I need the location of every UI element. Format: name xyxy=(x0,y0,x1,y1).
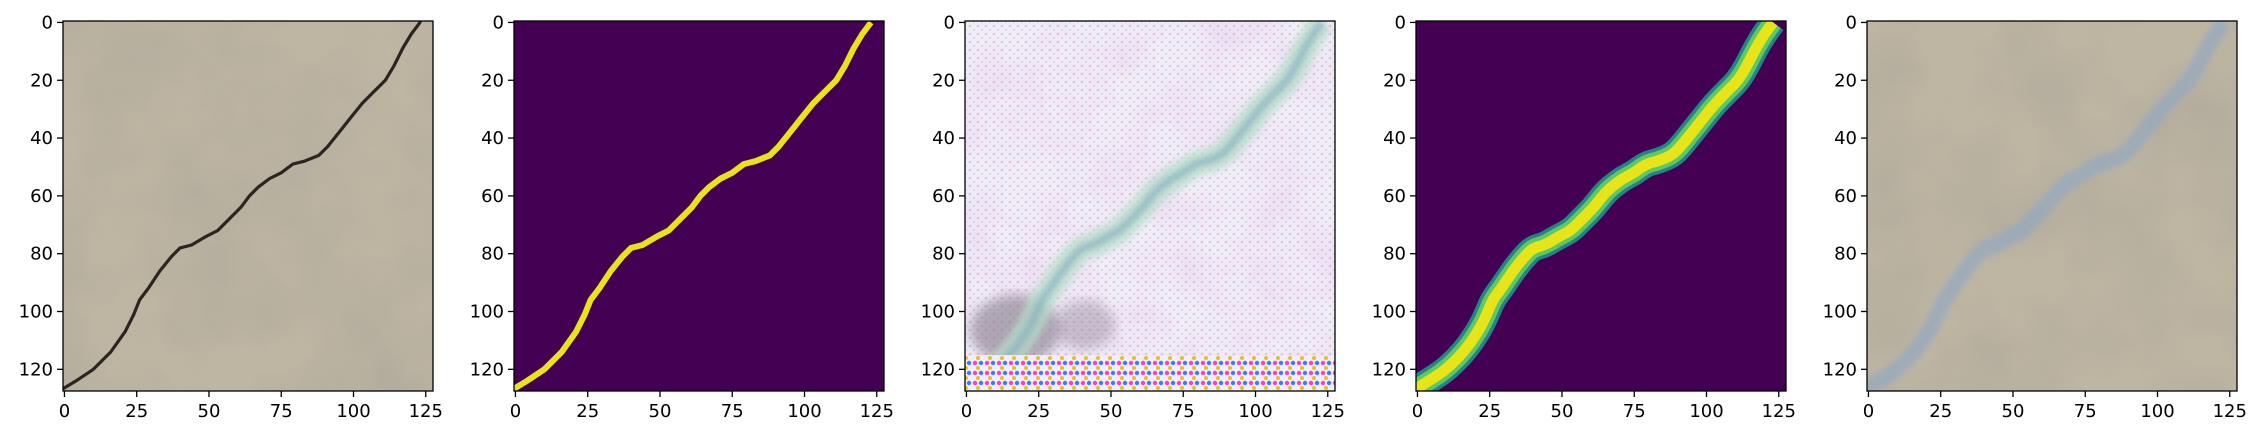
y-tick-label: 20 xyxy=(30,70,53,91)
y-tick-label: 0 xyxy=(944,12,955,33)
x-tick-label: 125 xyxy=(1762,401,1796,422)
crack-line xyxy=(63,21,422,391)
y-tick-label: 80 xyxy=(1383,244,1406,265)
y-tick-label: 60 xyxy=(30,186,53,207)
x-tick-label: 0 xyxy=(1412,401,1423,422)
x-tick-label: 50 xyxy=(1100,401,1123,422)
y-tick-label: 0 xyxy=(1846,12,1857,33)
panel-overlay xyxy=(1867,21,2237,391)
y-tick-label: 120 xyxy=(470,359,504,380)
y-tick-label: 120 xyxy=(19,359,53,380)
x-tick-label: 0 xyxy=(961,401,972,422)
x-tick-label: 125 xyxy=(860,401,894,422)
y-tick-label: 60 xyxy=(932,186,955,207)
axes-generated-image: 0 25 50 75 100 125 0 20 40 60 80 100 120 xyxy=(921,12,1345,422)
x-tick-label: 0 xyxy=(59,401,70,422)
x-tick-label: 100 xyxy=(1689,401,1723,422)
y-tick-label: 120 xyxy=(1823,359,1857,380)
y-tick-label: 20 xyxy=(932,70,955,91)
y-tick-label: 80 xyxy=(932,244,955,265)
overlay-crack xyxy=(1867,21,2231,391)
y-tick-label: 60 xyxy=(1834,186,1857,207)
panel-predicted-mask xyxy=(1416,21,1786,391)
x-tick-label: 125 xyxy=(409,401,443,422)
y-tick-label: 100 xyxy=(1823,302,1857,323)
x-tick-label: 125 xyxy=(1311,401,1345,422)
panel-ground-truth-mask xyxy=(514,21,884,391)
x-tick-label: 100 xyxy=(787,401,821,422)
y-tick-label: 120 xyxy=(921,359,955,380)
x-tick-label: 75 xyxy=(721,401,744,422)
axes-crack-photo: 0 25 50 75 100 125 0 20 40 60 80 100 120 xyxy=(19,12,443,422)
panel-generated-image xyxy=(965,21,1335,391)
axes-frame xyxy=(1415,20,1787,392)
x-tick-label: 50 xyxy=(649,401,672,422)
y-tick-label: 0 xyxy=(493,12,504,33)
y-tick-label: 100 xyxy=(19,302,53,323)
concrete-shading xyxy=(63,21,433,391)
pred-core xyxy=(1416,21,1778,391)
panel-crack-photo xyxy=(63,21,433,391)
mask-background xyxy=(514,21,884,391)
x-tick-label: 100 xyxy=(336,401,370,422)
y-tick-label: 20 xyxy=(1383,70,1406,91)
axes-frame xyxy=(62,20,434,392)
x-tick-label: 75 xyxy=(270,401,293,422)
x-tick-label: 100 xyxy=(2140,401,2174,422)
y-tick-label: 0 xyxy=(42,12,53,33)
y-tick-label: 0 xyxy=(1395,12,1406,33)
generated-crack-core xyxy=(965,21,1326,391)
y-tick-label: 80 xyxy=(1834,244,1857,265)
x-tick-label: 25 xyxy=(1027,401,1050,422)
y-tick-label: 40 xyxy=(932,128,955,149)
y-tick-label: 100 xyxy=(921,302,955,323)
axes-overlay: 0 25 50 75 100 125 0 20 40 60 80 100 120 xyxy=(1823,12,2247,422)
x-tick-label: 25 xyxy=(1478,401,1501,422)
axes-layer: 0 25 50 75 100 125 0 20 40 60 80 100 120 0 25 50 75 100 12… xyxy=(19,12,2247,422)
generated-artifact-band xyxy=(965,355,1335,391)
x-tick-label: 25 xyxy=(125,401,148,422)
y-tick-label: 20 xyxy=(1834,70,1857,91)
y-tick-label: 40 xyxy=(481,128,504,149)
axes-frame xyxy=(1866,20,2238,392)
x-tick-label: 50 xyxy=(2002,401,2025,422)
y-tick-label: 40 xyxy=(30,128,53,149)
axes-ground-truth-mask: 0 25 50 75 100 125 0 20 40 60 80 100 120 xyxy=(470,12,894,422)
y-tick-label: 100 xyxy=(1372,302,1406,323)
x-tick-label: 75 xyxy=(1172,401,1195,422)
y-tick-label: 120 xyxy=(1372,359,1406,380)
y-tick-label: 80 xyxy=(30,244,53,265)
x-tick-label: 50 xyxy=(1551,401,1574,422)
y-tick-label: 80 xyxy=(481,244,504,265)
axes-frame xyxy=(964,20,1336,392)
axes-predicted-mask: 0 25 50 75 100 125 0 20 40 60 80 100 120 xyxy=(1372,12,1796,422)
y-tick-label: 100 xyxy=(470,302,504,323)
generated-dark-blob-2 xyxy=(1055,300,1115,350)
x-tick-label: 0 xyxy=(1863,401,1874,422)
y-tick-label: 20 xyxy=(481,70,504,91)
x-tick-label: 75 xyxy=(2074,401,2097,422)
y-tick-label: 40 xyxy=(1383,128,1406,149)
y-tick-label: 40 xyxy=(1834,128,1857,149)
x-tick-label: 125 xyxy=(2213,401,2247,422)
x-tick-label: 0 xyxy=(510,401,521,422)
x-tick-label: 50 xyxy=(198,401,221,422)
y-tick-label: 60 xyxy=(1383,186,1406,207)
axes-frame xyxy=(513,20,885,392)
x-tick-label: 25 xyxy=(576,401,599,422)
mask-crack-line xyxy=(514,21,874,391)
x-tick-label: 75 xyxy=(1623,401,1646,422)
x-tick-label: 25 xyxy=(1929,401,1952,422)
y-tick-label: 60 xyxy=(481,186,504,207)
x-tick-label: 100 xyxy=(1238,401,1272,422)
